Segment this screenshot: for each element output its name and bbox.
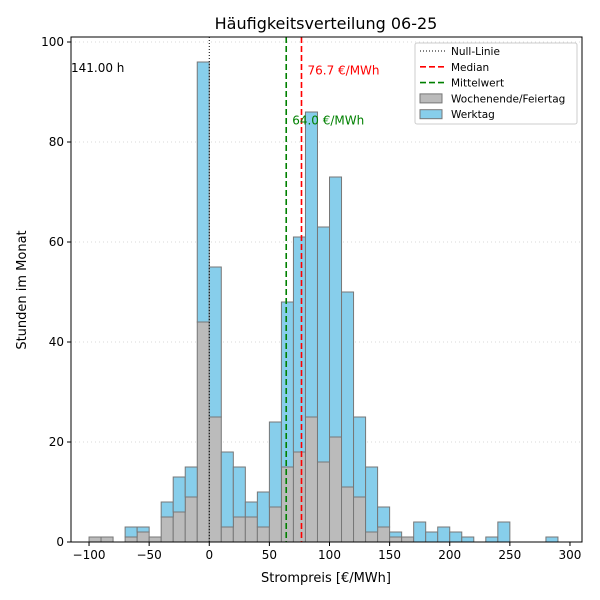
- x-tick-label: 200: [438, 548, 461, 562]
- bar-weekend: [341, 486, 355, 543]
- bar-workday: [413, 521, 427, 543]
- bar-workday: [280, 301, 294, 468]
- bar-weekend: [100, 536, 114, 543]
- legend-swatch-patch: [419, 93, 443, 104]
- x-axis-label: Strompreis [€/MWh]: [261, 571, 391, 586]
- bar-weekend: [256, 526, 270, 543]
- y-tick-label: 60: [49, 235, 64, 249]
- bar-workday: [244, 501, 258, 518]
- mean-label: 64.0 €/MWh: [292, 114, 364, 128]
- bar-weekend: [232, 516, 246, 543]
- x-tick-label: 100: [318, 548, 341, 562]
- bar-weekend: [244, 516, 258, 543]
- bar-weekend: [268, 506, 282, 543]
- histogram-bars: [88, 61, 559, 543]
- bar-workday: [256, 491, 270, 528]
- bar-workday: [292, 236, 306, 453]
- bar-workday: [304, 111, 318, 418]
- y-tick-label: 80: [49, 135, 64, 149]
- bar-weekend: [172, 511, 186, 543]
- legend: Null-Linie Median Mittelwert Wochenende/Fei…: [414, 42, 578, 125]
- bar-weekend: [329, 436, 343, 543]
- bar-workday: [232, 466, 246, 518]
- bar-workday: [497, 521, 511, 543]
- legend-swatch-patch: [419, 109, 443, 120]
- bar-weekend: [280, 466, 294, 543]
- bar-workday: [353, 416, 367, 498]
- bar-workday: [545, 536, 559, 543]
- bar-weekend: [292, 451, 306, 543]
- bar-weekend: [184, 496, 198, 543]
- bar-workday: [196, 61, 210, 323]
- bar-workday: [365, 466, 379, 533]
- bar-workday: [316, 226, 331, 463]
- bar-weekend: [304, 416, 318, 543]
- y-tick-label: 0: [56, 535, 64, 549]
- chart-title: Häufigkeitsverteilung 06-25: [215, 14, 438, 33]
- plot-frame: [70, 36, 583, 543]
- axis-ticks: −100 −50 0 50 100 150 200 250 300 0 20 40 60 80 100: [41, 35, 581, 562]
- total-hours-annotation: 141.00 h: [71, 61, 124, 75]
- bar-weekend: [136, 531, 150, 543]
- legend-box: [414, 42, 578, 125]
- x-tick-label: 250: [498, 548, 521, 562]
- bar-weekend: [389, 536, 403, 543]
- bar-weekend: [88, 536, 102, 543]
- bar-workday: [268, 421, 282, 508]
- bar-weekend: [377, 526, 391, 543]
- legend-label: Wochenende/Feiertag: [451, 93, 565, 105]
- bar-weekend: [124, 536, 138, 543]
- y-tick-label: 40: [49, 335, 64, 349]
- x-tick-label: 50: [262, 548, 277, 562]
- bar-workday: [136, 526, 150, 533]
- bar-workday: [437, 526, 451, 543]
- x-tick-label: −100: [73, 548, 106, 562]
- y-axis-label: Stunden im Monat: [15, 230, 30, 349]
- bar-workday: [220, 451, 234, 528]
- bar-workday: [124, 526, 138, 538]
- x-tick-label: −50: [136, 548, 161, 562]
- bar-weekend: [196, 321, 210, 543]
- x-tick-label: 150: [378, 548, 401, 562]
- bar-weekend: [365, 531, 379, 543]
- bar-workday: [341, 291, 355, 488]
- bar-workday: [485, 536, 499, 543]
- bar-workday: [160, 501, 174, 518]
- legend-label: Null-Linie: [451, 46, 500, 58]
- annotations: 76.7 €/MWh 64.0 €/MWh 141.00 h: [71, 61, 380, 128]
- bar-workday: [377, 506, 391, 528]
- legend-label: Mittelwert: [451, 78, 504, 90]
- bar-weekend: [148, 536, 162, 543]
- reference-lines: [208, 37, 303, 542]
- bar-workday: [461, 536, 475, 543]
- y-tick-label: 100: [41, 35, 64, 49]
- x-tick-label: 300: [559, 548, 582, 562]
- bar-workday: [389, 531, 403, 538]
- bar-workday: [172, 476, 186, 513]
- bar-workday: [329, 176, 343, 438]
- bar-weekend: [316, 461, 331, 543]
- median-label: 76.7 €/MWh: [307, 64, 379, 78]
- x-tick-label: 0: [205, 548, 213, 562]
- bar-weekend: [160, 516, 174, 543]
- bar-workday: [449, 531, 463, 543]
- bar-weekend: [353, 496, 367, 543]
- bar-workday: [184, 466, 198, 498]
- bar-workday: [208, 266, 222, 418]
- bar-weekend: [208, 416, 222, 543]
- bar-workday: [425, 531, 439, 543]
- y-tick-label: 20: [49, 435, 64, 449]
- legend-label: Werktag: [451, 109, 495, 121]
- legend-label: Median: [451, 62, 489, 74]
- bar-weekend: [401, 536, 415, 543]
- bar-weekend: [220, 526, 234, 543]
